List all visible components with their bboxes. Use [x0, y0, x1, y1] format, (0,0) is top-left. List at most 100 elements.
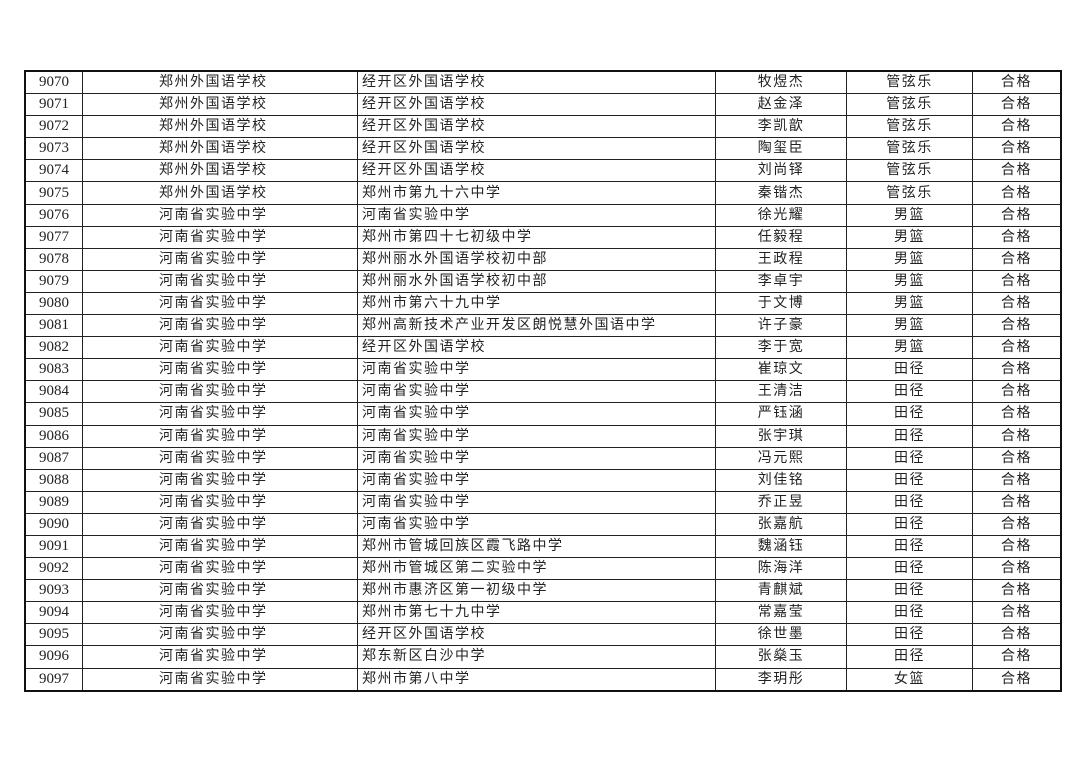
- id-cell: 9091: [24, 534, 83, 559]
- table-row: 9079 河南省实验中学 郑州丽水外国语学校初中部 李卓宇 男篮 合格: [24, 269, 1062, 293]
- sport-cell: 管弦乐: [846, 159, 973, 183]
- school-cell: 河南省实验中学: [82, 291, 358, 316]
- id-cell: 9097: [24, 667, 83, 692]
- origin-school-cell: 河南省实验中学: [357, 203, 716, 227]
- origin-school-cell: 郑州市管城回族区霞飞路中学: [357, 534, 716, 559]
- table-row: 9082 河南省实验中学 经开区外国语学校 李于宽 男篮 合格: [24, 336, 1062, 360]
- student-name-cell: 陈海洋: [715, 557, 847, 581]
- origin-school-text: 河南省实验中学: [362, 427, 471, 444]
- result-text: 合格: [1001, 449, 1032, 466]
- student-name-text: 张嘉航: [757, 515, 805, 532]
- school-text: 河南省实验中学: [159, 515, 268, 532]
- student-name-text: 任毅程: [757, 228, 805, 245]
- school-text: 河南省实验中学: [159, 294, 268, 311]
- student-name-text: 崔琼文: [757, 361, 805, 378]
- student-name-text: 徐光耀: [757, 206, 805, 223]
- table-row: 9072 郑州外国语学校 经开区外国语学校 李凯歆 管弦乐 合格: [24, 115, 1062, 139]
- school-text: 郑州外国语学校: [159, 118, 268, 135]
- school-cell: 河南省实验中学: [82, 269, 358, 293]
- student-name-cell: 刘尚铎: [715, 159, 847, 183]
- school-text: 河南省实验中学: [159, 604, 268, 621]
- id-text: 9070: [39, 74, 69, 91]
- result-cell: 合格: [972, 512, 1062, 536]
- student-name-cell: 徐世墨: [715, 623, 847, 647]
- student-name-cell: 张燊玉: [715, 645, 847, 669]
- origin-school-text: 经开区外国语学校: [362, 74, 486, 91]
- sport-cell: 田径: [846, 358, 973, 382]
- id-text: 9092: [39, 560, 69, 577]
- sport-cell: 管弦乐: [846, 93, 973, 117]
- sport-cell: 田径: [846, 645, 973, 669]
- sport-cell: 田径: [846, 557, 973, 581]
- result-cell: 合格: [972, 490, 1062, 514]
- sport-text: 田径: [894, 405, 925, 422]
- student-name-cell: 李玥彤: [715, 667, 847, 692]
- origin-school-cell: 河南省实验中学: [357, 490, 716, 514]
- sport-text: 田径: [894, 515, 925, 532]
- table-row: 9091 河南省实验中学 郑州市管城回族区霞飞路中学 魏涵钰 田径 合格: [24, 534, 1062, 559]
- school-cell: 郑州外国语学校: [82, 159, 358, 183]
- id-cell: 9089: [24, 490, 83, 514]
- id-cell: 9075: [24, 181, 83, 205]
- id-text: 9078: [39, 250, 69, 267]
- origin-school-text: 河南省实验中学: [362, 471, 471, 488]
- origin-school-cell: 郑州市第四十七初级中学: [357, 225, 716, 249]
- result-cell: 合格: [972, 557, 1062, 581]
- student-name-cell: 刘佳铭: [715, 468, 847, 492]
- id-cell: 9073: [24, 137, 83, 161]
- sport-cell: 男篮: [846, 225, 973, 249]
- student-name-text: 赵金泽: [757, 96, 805, 113]
- school-cell: 河南省实验中学: [82, 247, 358, 271]
- table-row: 9087 河南省实验中学 河南省实验中学 冯元熙 田径 合格: [24, 446, 1062, 470]
- id-text: 9080: [39, 294, 69, 311]
- school-text: 河南省实验中学: [159, 206, 268, 223]
- school-cell: 河南省实验中学: [82, 402, 358, 426]
- student-name-cell: 陶玺臣: [715, 137, 847, 161]
- sport-cell: 管弦乐: [846, 70, 973, 95]
- school-text: 河南省实验中学: [159, 538, 268, 555]
- origin-school-text: 河南省实验中学: [362, 493, 471, 510]
- result-cell: 合格: [972, 93, 1062, 117]
- id-cell: 9082: [24, 336, 83, 360]
- sport-cell: 田径: [846, 424, 973, 448]
- school-cell: 河南省实验中学: [82, 380, 358, 404]
- sport-text: 男篮: [894, 339, 925, 356]
- origin-school-text: 郑东新区白沙中学: [362, 648, 486, 665]
- sport-cell: 管弦乐: [846, 115, 973, 139]
- student-name-cell: 李卓宇: [715, 269, 847, 293]
- origin-school-text: 郑州市管城区第二实验中学: [362, 560, 548, 577]
- origin-school-cell: 郑州市第九十六中学: [357, 181, 716, 205]
- result-text: 合格: [1001, 405, 1032, 422]
- table-row: 9076 河南省实验中学 河南省实验中学 徐光耀 男篮 合格: [24, 203, 1062, 227]
- school-cell: 郑州外国语学校: [82, 181, 358, 205]
- student-name-text: 李凯歆: [757, 118, 805, 135]
- table-row: 9075 郑州外国语学校 郑州市第九十六中学 秦锴杰 管弦乐 合格: [24, 181, 1062, 205]
- origin-school-text: 河南省实验中学: [362, 405, 471, 422]
- student-name-text: 王清洁: [757, 383, 805, 400]
- id-text: 9072: [39, 118, 69, 135]
- school-cell: 河南省实验中学: [82, 446, 358, 470]
- id-cell: 9092: [24, 557, 83, 581]
- result-cell: 合格: [972, 181, 1062, 205]
- school-text: 河南省实验中学: [159, 272, 268, 289]
- sport-text: 田径: [894, 604, 925, 621]
- result-cell: 合格: [972, 645, 1062, 669]
- id-text: 9075: [39, 184, 69, 201]
- table-row: 9092 河南省实验中学 郑州市管城区第二实验中学 陈海洋 田径 合格: [24, 557, 1062, 581]
- origin-school-cell: 经开区外国语学校: [357, 336, 716, 360]
- result-cell: 合格: [972, 203, 1062, 227]
- result-text: 合格: [1001, 604, 1032, 621]
- school-text: 郑州外国语学校: [159, 162, 268, 179]
- origin-school-text: 经开区外国语学校: [362, 339, 486, 356]
- result-cell: 合格: [972, 380, 1062, 404]
- sport-cell: 男篮: [846, 269, 973, 293]
- student-name-text: 许子豪: [757, 317, 805, 334]
- id-text: 9095: [39, 626, 69, 643]
- origin-school-text: 经开区外国语学校: [362, 626, 486, 643]
- id-cell: 9086: [24, 424, 83, 448]
- id-cell: 9096: [24, 645, 83, 669]
- school-text: 郑州外国语学校: [159, 96, 268, 113]
- school-cell: 河南省实验中学: [82, 623, 358, 647]
- school-cell: 河南省实验中学: [82, 225, 358, 249]
- table-row: 9070 郑州外国语学校 经开区外国语学校 牧煜杰 管弦乐 合格: [24, 70, 1062, 95]
